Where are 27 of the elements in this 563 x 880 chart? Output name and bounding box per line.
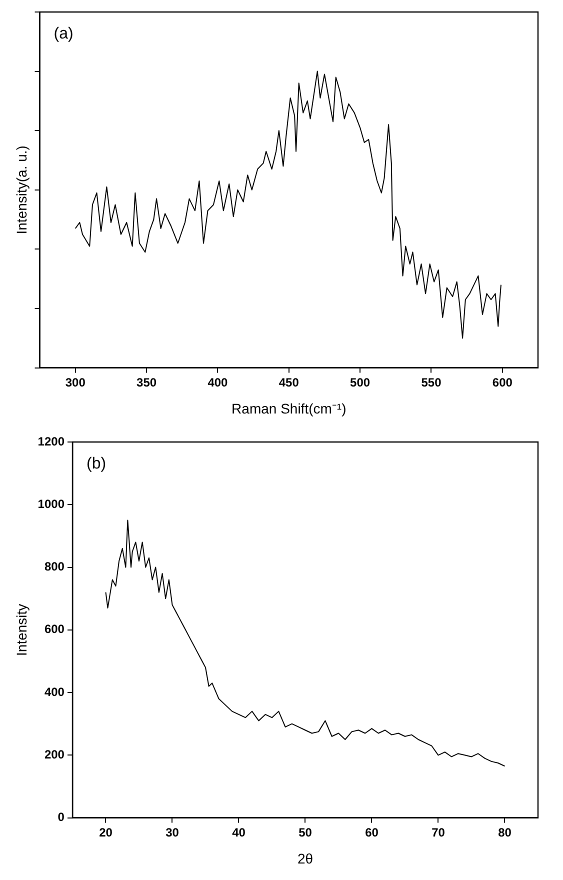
- x-tick-label: 550: [421, 375, 442, 390]
- y-axis-title: Intensity(a. u.): [13, 146, 30, 234]
- x-tick-label: 600: [492, 375, 513, 390]
- y-tick-label: 800: [44, 560, 65, 574]
- y-tick-label: 600: [44, 622, 65, 636]
- x-tick-label: 30: [166, 825, 180, 840]
- x-tick-label: 60: [365, 825, 379, 840]
- x-tick-label: 500: [350, 375, 370, 390]
- y-tick-label: 400: [44, 684, 65, 699]
- y-tick-label: 200: [44, 747, 65, 762]
- x-tick-label: 80: [498, 825, 512, 840]
- x-tick-label: 40: [232, 825, 246, 840]
- y-tick-label: 1200: [38, 434, 65, 448]
- x-tick-label: 450: [278, 375, 300, 390]
- x-tick-label: 20: [99, 825, 113, 840]
- text: (a): [54, 25, 74, 42]
- x-tick-label: 350: [136, 375, 157, 390]
- y-tick-label: 0: [58, 810, 65, 824]
- x-tick-label: 400: [208, 375, 228, 390]
- x-axis-title: Raman Shift(cm⁻¹): [232, 400, 346, 416]
- x-tick-label: 50: [298, 825, 312, 840]
- x-axis-title: 2θ: [297, 850, 314, 866]
- x-tick-label: 70: [432, 825, 446, 840]
- x-tick-label: 300: [65, 375, 86, 390]
- annotation: (b): [86, 455, 106, 472]
- y-tick-label: 1000: [38, 496, 65, 511]
- y-axis-title: Intensity: [13, 604, 30, 656]
